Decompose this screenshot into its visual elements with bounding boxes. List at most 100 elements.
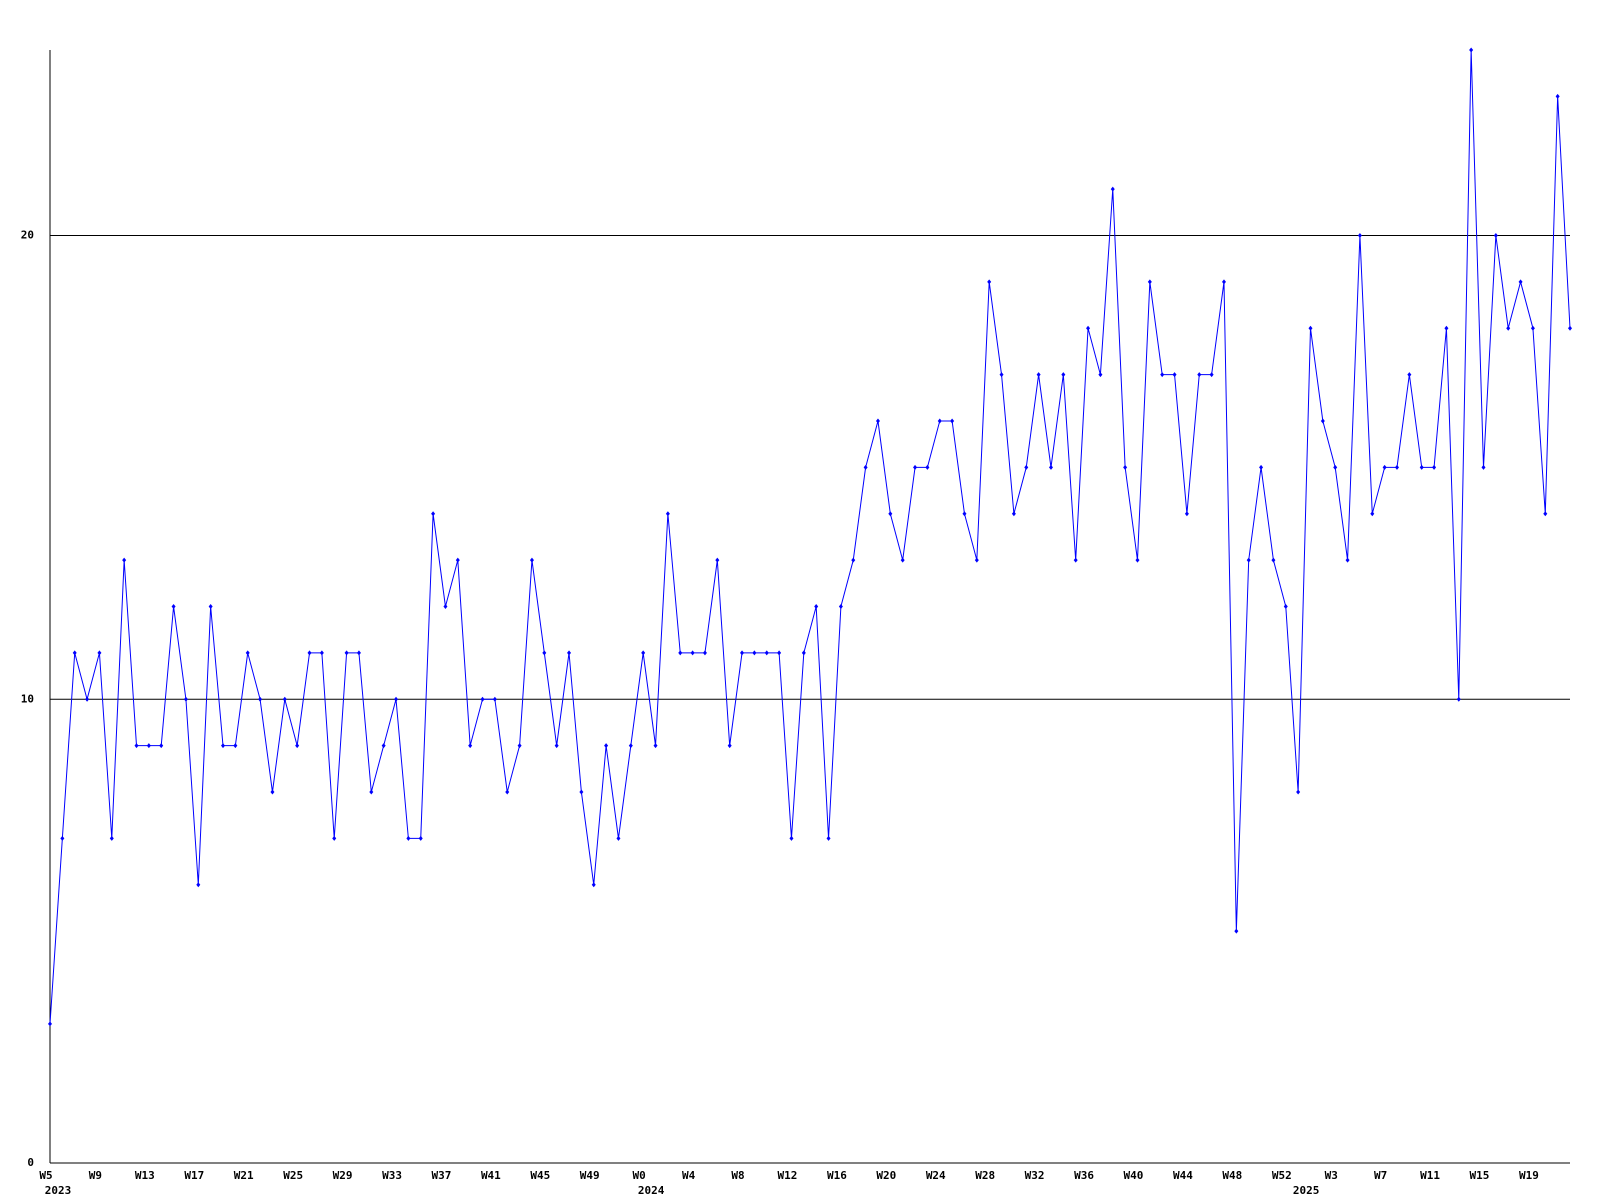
point-marker [665, 511, 670, 517]
point-marker [159, 743, 164, 749]
x-tick-label: W28 [975, 1169, 995, 1182]
x-tick-label: W45 [530, 1169, 550, 1182]
point-marker [394, 696, 399, 702]
x-tick-label: W15 [1470, 1169, 1490, 1182]
point-marker [1506, 325, 1511, 331]
x-tick-label: W7 [1374, 1169, 1387, 1182]
point-marker [579, 789, 584, 795]
point-marker [628, 743, 633, 749]
point-marker [233, 743, 238, 749]
point-marker [1407, 372, 1412, 378]
x-tick-label: W29 [333, 1169, 353, 1182]
x-tick-label: W32 [1025, 1169, 1045, 1182]
point-marker [814, 604, 819, 609]
point-marker [319, 650, 324, 656]
point-marker [146, 743, 151, 749]
point-marker [1382, 464, 1387, 470]
point-marker [1370, 511, 1375, 517]
point-marker [554, 743, 559, 749]
point-marker [295, 743, 300, 749]
x-tick-label: W3 [1325, 1169, 1338, 1182]
x-tick-label: W16 [827, 1169, 847, 1182]
point-marker [1172, 372, 1177, 378]
point-marker [740, 650, 745, 656]
point-marker [925, 464, 930, 470]
point-marker [1419, 464, 1424, 470]
point-marker [60, 835, 65, 841]
series-line [49, 49, 1571, 1024]
point-marker [418, 835, 423, 841]
point-marker [208, 604, 213, 609]
point-marker [1184, 511, 1189, 517]
x-tick-label: W13 [135, 1169, 155, 1182]
point-marker [245, 650, 250, 656]
point-marker [529, 557, 534, 563]
x-tick-label: W11 [1420, 1169, 1440, 1182]
point-marker [258, 696, 263, 702]
point-marker [1308, 325, 1313, 331]
point-marker [307, 650, 312, 656]
point-marker [591, 882, 596, 888]
x-tick-label: W33 [382, 1169, 402, 1182]
point-marker [1135, 557, 1140, 563]
point-marker [678, 650, 683, 656]
point-marker [1024, 464, 1029, 470]
point-marker [122, 557, 127, 563]
point-marker [221, 743, 226, 749]
point-marker [1221, 279, 1226, 285]
point-marker [455, 557, 460, 563]
point-marker [937, 418, 942, 424]
point-marker [1543, 511, 1548, 517]
point-marker [1271, 557, 1276, 563]
point-marker [1456, 696, 1461, 702]
point-marker [727, 743, 732, 749]
point-marker [109, 835, 114, 841]
x-tick-label: W44 [1173, 1169, 1193, 1182]
point-marker [517, 743, 522, 749]
point-marker [604, 743, 609, 749]
point-marker [1296, 789, 1301, 795]
x-tick-label: W17 [184, 1169, 204, 1182]
point-marker [542, 650, 547, 656]
x-tick-label: W49 [580, 1169, 600, 1182]
x-tick-label: W8 [731, 1169, 744, 1182]
point-marker [1246, 557, 1251, 563]
point-marker [356, 650, 361, 656]
x-tick-label: W40 [1124, 1169, 1144, 1182]
x-tick-label: W24 [926, 1169, 946, 1182]
x-tick-label: W12 [778, 1169, 798, 1182]
point-marker [282, 696, 287, 702]
point-marker [1061, 372, 1066, 378]
point-marker [863, 464, 868, 470]
point-marker [1048, 464, 1053, 470]
point-marker [369, 789, 374, 795]
point-marker [85, 696, 90, 702]
point-marker [332, 835, 337, 841]
point-marker [777, 650, 782, 656]
point-marker [431, 511, 436, 517]
point-marker [826, 835, 831, 841]
point-marker [653, 743, 658, 749]
point-marker [97, 650, 102, 656]
point-marker [406, 835, 411, 841]
x-tick-label: W5 [39, 1169, 52, 1182]
point-marker [950, 418, 955, 424]
x-tick-label: W36 [1074, 1169, 1094, 1182]
point-marker [1197, 372, 1202, 378]
point-marker [789, 835, 794, 841]
point-marker [1011, 511, 1016, 517]
x-year-label: 2024 [638, 1184, 665, 1197]
point-marker [690, 650, 695, 656]
point-marker [1568, 325, 1572, 331]
point-marker [1481, 464, 1486, 470]
x-tick-label: W0 [633, 1169, 646, 1182]
x-tick-label: W19 [1519, 1169, 1539, 1182]
point-marker [987, 279, 992, 285]
point-marker [1259, 464, 1264, 470]
point-marker [1432, 464, 1437, 470]
point-marker [1530, 325, 1535, 331]
x-year-label: 2023 [45, 1184, 72, 1197]
point-marker [764, 650, 769, 656]
